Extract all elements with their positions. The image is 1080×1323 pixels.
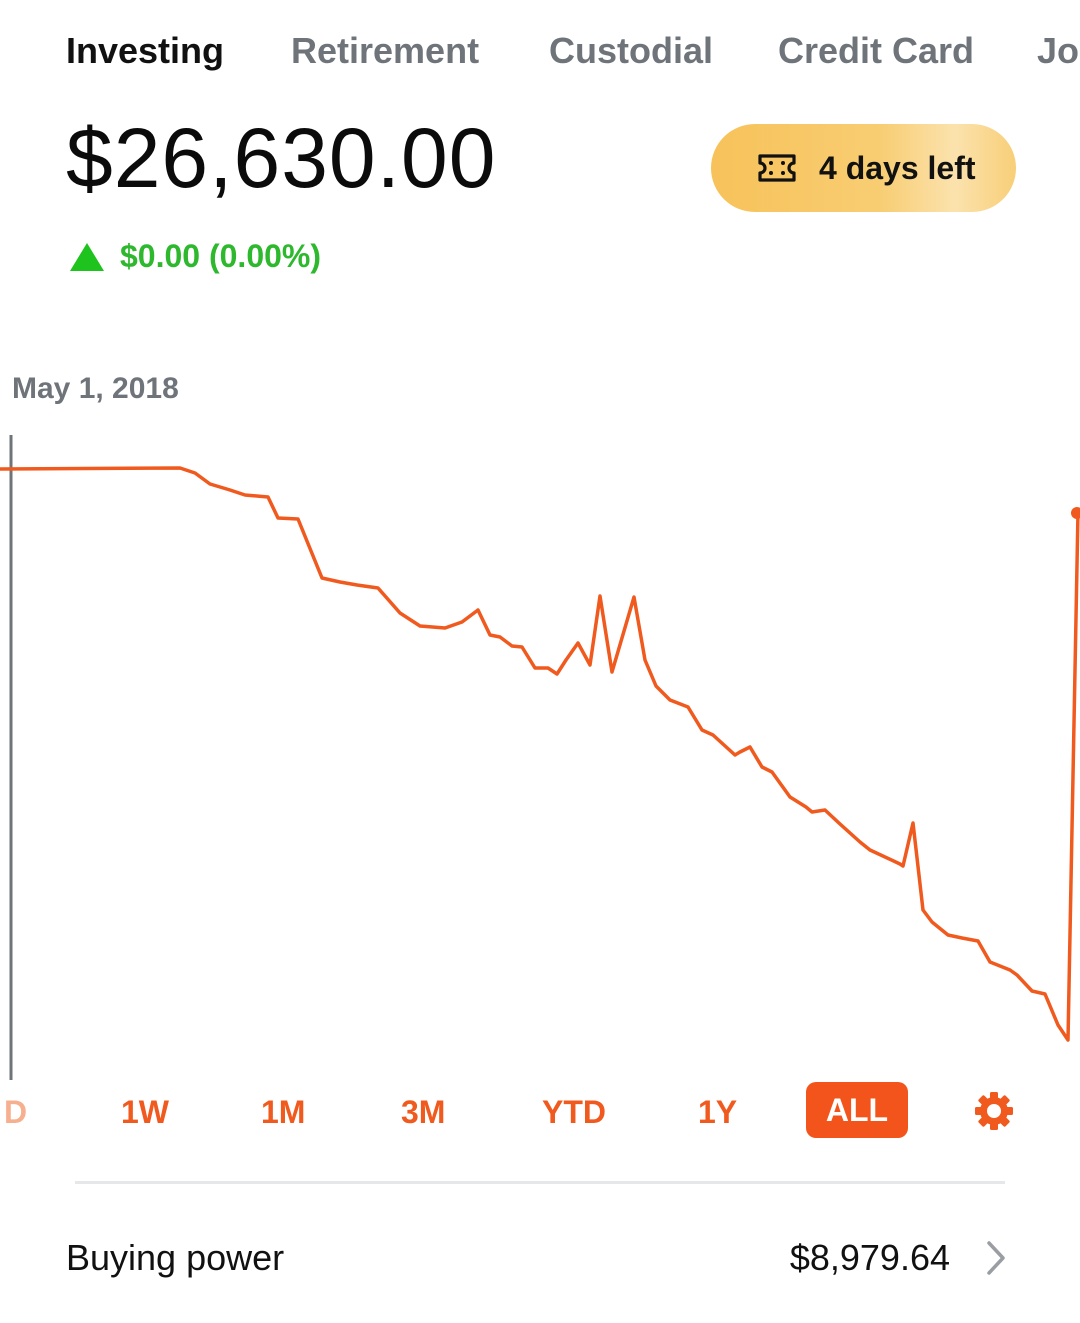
trial-label: 4 days left — [819, 150, 976, 186]
portfolio-chart[interactable] — [0, 420, 1080, 1080]
range-1m-button[interactable]: 1M — [261, 1094, 306, 1130]
account-tabs: Investing Retirement Custodial Credit Ca… — [0, 28, 1080, 78]
tab-credit-card[interactable]: Credit Card — [778, 30, 975, 71]
tab-custodial[interactable]: Custodial — [549, 30, 714, 71]
trial-days-left-button[interactable]: 4 days left — [711, 124, 1016, 212]
buying-power-row[interactable]: Buying power $8,979.64 — [0, 1222, 1080, 1294]
range-3m-button[interactable]: 3M — [401, 1094, 446, 1130]
range-selector: D 1W 1M 3M YTD 1Y ALL — [0, 1082, 1080, 1140]
section-divider — [75, 1181, 1005, 1184]
tab-joint[interactable]: Joi — [1037, 30, 1080, 71]
portfolio-change: $0.00 (0.00%) — [70, 236, 321, 276]
buying-power-value: $8,979.64 — [789, 1237, 950, 1278]
portfolio-history-line — [0, 466, 1080, 1042]
gear-icon[interactable] — [974, 1091, 1014, 1131]
ticket-icon — [758, 154, 796, 182]
range-1d-button[interactable]: D — [4, 1094, 28, 1130]
range-all-button[interactable]: ALL — [806, 1082, 908, 1138]
tab-investing[interactable]: Investing — [66, 30, 225, 71]
portfolio-balance: $26,630.00 — [66, 111, 497, 205]
range-ytd-button[interactable]: YTD — [542, 1094, 606, 1130]
range-1w-button[interactable]: 1W — [121, 1094, 169, 1130]
chevron-right-icon — [987, 1241, 1005, 1275]
chart-end-dot — [1071, 507, 1080, 519]
portfolio-change-value: $0.00 (0.00%) — [120, 237, 322, 274]
range-1y-button[interactable]: 1Y — [698, 1094, 738, 1130]
chart-scrub-date: May 1, 2018 — [12, 372, 179, 405]
tab-retirement[interactable]: Retirement — [291, 30, 480, 71]
up-arrow-icon — [70, 243, 104, 271]
buying-power-label: Buying power — [66, 1237, 285, 1278]
